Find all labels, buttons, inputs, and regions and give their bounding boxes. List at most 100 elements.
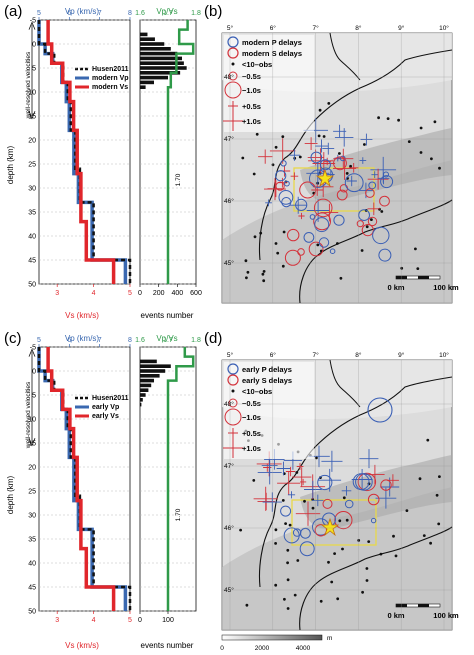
vp-tick-label: 8	[128, 337, 132, 344]
map-markers	[241, 102, 441, 283]
positive-delay-marker	[292, 467, 312, 487]
border-line-south	[299, 526, 453, 631]
vp-tick-label: 6	[67, 337, 71, 344]
negative-delay-marker	[372, 226, 390, 245]
lon-tick-label: 8°	[355, 24, 362, 32]
lon-tick-label: 9°	[398, 351, 405, 359]
depth-tick-label: 20	[28, 138, 36, 145]
map-markers	[239, 397, 441, 610]
negative-delay-marker	[318, 237, 330, 248]
station-dot	[317, 134, 321, 138]
legend-p-delays: modern P delays	[242, 38, 302, 47]
station-dot	[271, 163, 275, 167]
pos-one-icon	[223, 438, 243, 458]
negative-delay-marker	[314, 217, 330, 233]
positive-delay-marker	[304, 137, 318, 150]
border-line	[258, 376, 453, 588]
station-dot	[433, 120, 437, 124]
vp-tick-label: 5	[37, 337, 41, 344]
depth-tick-label: 0	[32, 369, 36, 376]
station-dot	[392, 534, 395, 538]
legend-pos-one: +1.0s	[242, 444, 261, 453]
histogram-bar	[140, 66, 187, 70]
positive-delay-marker	[341, 486, 352, 496]
negative-delay-marker	[333, 156, 347, 171]
negative-delay-marker	[329, 248, 336, 254]
station-dot	[274, 583, 278, 587]
station-dot	[365, 579, 369, 582]
scale-bar: 0 km 100 km	[387, 275, 459, 292]
station-dot	[261, 272, 265, 276]
vs-tick-label: 5	[128, 617, 132, 624]
vs-tick-label: 3	[55, 290, 59, 297]
positive-delay-marker	[304, 480, 322, 499]
lon-tick-label: 5°	[227, 351, 234, 359]
station-dot	[429, 541, 432, 545]
station-dot	[422, 534, 426, 537]
depth-tick-label: 5	[32, 393, 36, 400]
station-dot	[419, 126, 423, 130]
colorbar-tick: 4000	[296, 645, 311, 652]
station-dot	[378, 207, 381, 211]
lon-tick-label: 5°	[227, 24, 234, 32]
station-dot	[282, 230, 286, 234]
ratio-tick-label: 1.8	[191, 10, 201, 17]
station-dot	[357, 539, 361, 542]
ratio-tick-label: 1.6	[135, 337, 145, 344]
station-dot	[281, 135, 285, 139]
depth-axis-label: depth (km)	[6, 146, 15, 185]
vp-tick-label: 5	[37, 10, 41, 17]
histogram-bar	[140, 42, 165, 46]
station-dot	[426, 438, 430, 442]
histogram-bar	[140, 80, 154, 85]
positive-delay-marker	[359, 157, 367, 164]
histogram-bar	[140, 51, 178, 56]
scale-left: 0 km	[387, 283, 404, 292]
negative-delay-marker	[367, 397, 393, 423]
scale-right: 100 km	[433, 283, 459, 292]
positive-delay-marker	[348, 163, 359, 173]
depth-tick-label: 30	[28, 186, 36, 193]
vs-profile-line	[46, 20, 116, 284]
events-tick-label: 600	[190, 290, 202, 297]
panel-c: (c) Vp (km/s) Vs (km/s) Vp/Vs events num…	[4, 330, 194, 650]
border-line	[258, 49, 453, 261]
station-dot	[281, 499, 285, 502]
p-delay-icon	[227, 36, 239, 48]
station-dot	[336, 597, 340, 601]
negative-delay-marker	[284, 180, 290, 187]
negative-delay-marker	[299, 541, 315, 557]
vp-axis-label: Vp (km/s)	[65, 7, 100, 16]
station-dot	[316, 243, 320, 247]
vs-axis-label: Vs (km/s)	[65, 641, 99, 650]
positive-delay-marker	[258, 149, 273, 164]
histogram-bar	[140, 369, 166, 373]
station-dot	[259, 231, 263, 235]
station-dot	[339, 276, 343, 280]
negative-delay-marker	[295, 198, 308, 211]
negative-delay-marker	[287, 228, 300, 242]
negative-delay-marker	[344, 173, 364, 193]
scale-bar-seg	[396, 604, 407, 607]
depth-tick-label: 35	[28, 210, 36, 217]
neg-half-icon	[228, 398, 238, 408]
legend-pos-one: +1.0s	[242, 117, 261, 126]
depth-tick-label: 35	[28, 537, 36, 544]
panel-a: (a) Vp (km/s) Vs (km/s) Vp/Vs events num…	[4, 3, 194, 320]
events-tick-label: 0	[138, 617, 142, 624]
events-axis-label: events number	[141, 641, 194, 650]
arrow-heads	[28, 21, 36, 120]
depth-tick-label: 5	[32, 66, 36, 73]
station-dot	[416, 267, 420, 270]
depth-tick-label: 45	[28, 585, 36, 592]
positive-delay-marker	[334, 128, 354, 147]
alps-core	[300, 455, 452, 529]
positive-delay-marker	[333, 148, 354, 169]
vpvs-line	[166, 347, 195, 611]
histogram-bar	[140, 71, 181, 75]
scale-bar-seg	[418, 604, 429, 607]
station-dot	[255, 132, 259, 136]
positive-delay-marker	[322, 142, 335, 155]
lon-tick-label: 8°	[355, 351, 362, 359]
negative-delay-marker	[333, 214, 345, 226]
